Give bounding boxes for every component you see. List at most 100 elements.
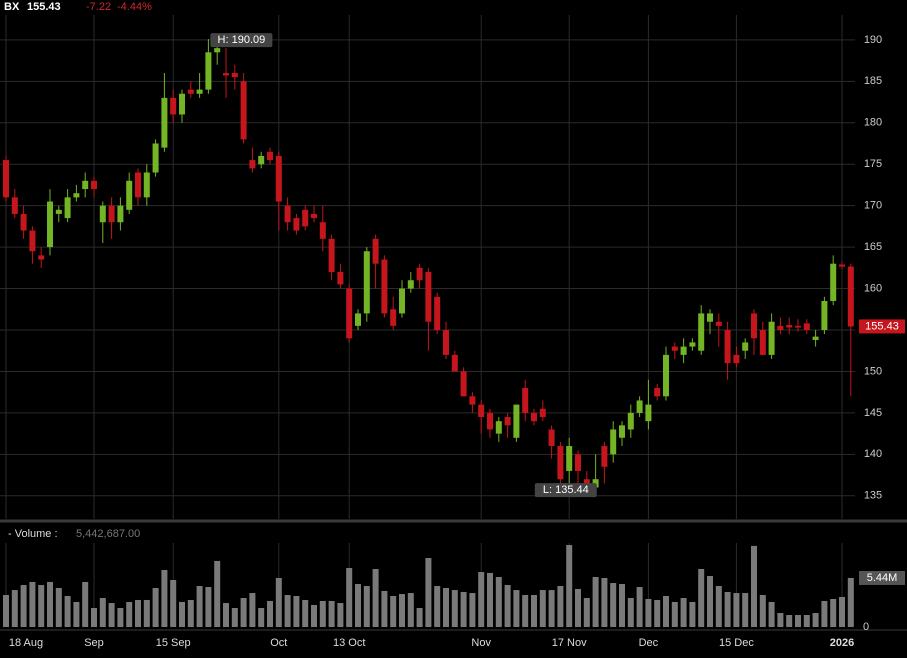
volume-bar [724, 591, 731, 627]
candle-body [399, 288, 405, 314]
y-tick-label: 145 [864, 407, 882, 419]
candle-body [170, 97, 177, 115]
volume-bar [478, 572, 485, 627]
volume-bar [99, 597, 106, 627]
candle-body [161, 97, 168, 148]
candle-body [20, 213, 27, 231]
y-tick-label: 185 [864, 75, 882, 87]
volume-bar [399, 594, 405, 627]
candle-body [830, 263, 837, 301]
volume-bar [223, 603, 229, 627]
candle-body [302, 209, 309, 227]
candle-body [495, 421, 502, 434]
candle-body [337, 271, 344, 285]
volume-bar [64, 596, 71, 627]
candle-body [663, 354, 669, 397]
volume-bar [47, 581, 53, 627]
volume-bar [179, 601, 185, 627]
volume-bar [451, 590, 458, 627]
volume-bar [733, 593, 740, 627]
annotation-box [210, 33, 273, 48]
volume-bar [187, 599, 194, 627]
volume-bar [267, 600, 273, 627]
volume-bar [812, 613, 819, 627]
x-tick-label: 15 Sep [156, 637, 191, 649]
volume-bar [671, 601, 678, 627]
candle-body [610, 429, 617, 455]
volume-bar [539, 590, 546, 627]
volume-bar [311, 605, 317, 627]
volume-bar [20, 585, 27, 627]
candle-body [548, 429, 555, 447]
volume-bar [469, 593, 476, 627]
candle-body [847, 266, 854, 327]
candle-body [311, 213, 317, 219]
volume-bar [839, 597, 845, 627]
volume-bar [715, 586, 722, 627]
volume-bar [759, 595, 766, 627]
candle-body [381, 259, 388, 314]
candle-body [751, 313, 757, 339]
y-tick-label: 140 [864, 448, 882, 460]
volume-bar [619, 584, 625, 627]
candle-body [434, 296, 441, 330]
x-tick-label: 18 Aug [9, 637, 43, 649]
candle-body [108, 205, 115, 223]
candle-body [179, 93, 185, 115]
volume-bar [135, 599, 141, 627]
candle-body [487, 412, 493, 430]
volume-bar [284, 595, 291, 627]
candle-body [258, 155, 265, 165]
volume-bar [73, 601, 80, 627]
volume-bar [425, 557, 432, 627]
volume-bar [557, 586, 564, 627]
volume-bar [707, 576, 713, 627]
volume-bar [29, 581, 36, 627]
volume-bar [302, 599, 309, 627]
candle-body [575, 454, 581, 471]
candle-body [504, 417, 511, 426]
volume-bar [777, 613, 784, 627]
candle-body [3, 160, 9, 198]
annotation-box [534, 483, 597, 498]
volume-bar [170, 579, 177, 627]
candle-body [627, 412, 634, 430]
volume-bar [592, 577, 599, 627]
candle-body [733, 354, 740, 364]
candle-body [91, 180, 97, 190]
candle-body [284, 205, 291, 223]
symbol: BX [4, 1, 20, 13]
y-tick-label: 135 [864, 490, 882, 502]
labels: BX 155.43 -7.22 -4.44% - Volume : 5,442,… [4, 1, 905, 649]
volume-bar [601, 577, 608, 627]
candle-body [64, 197, 71, 219]
candle-body [11, 197, 18, 214]
candle-body [328, 238, 335, 272]
candle-body [680, 346, 687, 355]
candle-body [795, 325, 801, 328]
volume-bars [3, 545, 854, 627]
candle-body [821, 300, 828, 330]
volume-bar [689, 601, 696, 627]
volume-bar [434, 586, 441, 627]
volume-bar [548, 590, 555, 627]
volume-bar [487, 572, 493, 627]
candle-body [777, 325, 784, 330]
price-marker: 155.43 [865, 320, 899, 332]
volume-bar [636, 587, 643, 627]
candle-body [346, 288, 353, 339]
change: -7.22 [86, 1, 111, 13]
volume-bar [108, 603, 115, 627]
x-tick-label: Dec [639, 637, 659, 649]
volume-bar [249, 593, 256, 627]
candle-body [742, 342, 749, 351]
x-tick-label: 15 Dec [719, 637, 754, 649]
candle-body [531, 412, 537, 422]
volume-bar [363, 586, 370, 627]
candle-body [126, 180, 133, 210]
volume-readout: 5,442,687.00 [76, 528, 140, 540]
volume-bar [231, 607, 238, 627]
x-tick-label: Sep [84, 637, 104, 649]
candles [3, 39, 854, 493]
candle-body [231, 73, 238, 78]
